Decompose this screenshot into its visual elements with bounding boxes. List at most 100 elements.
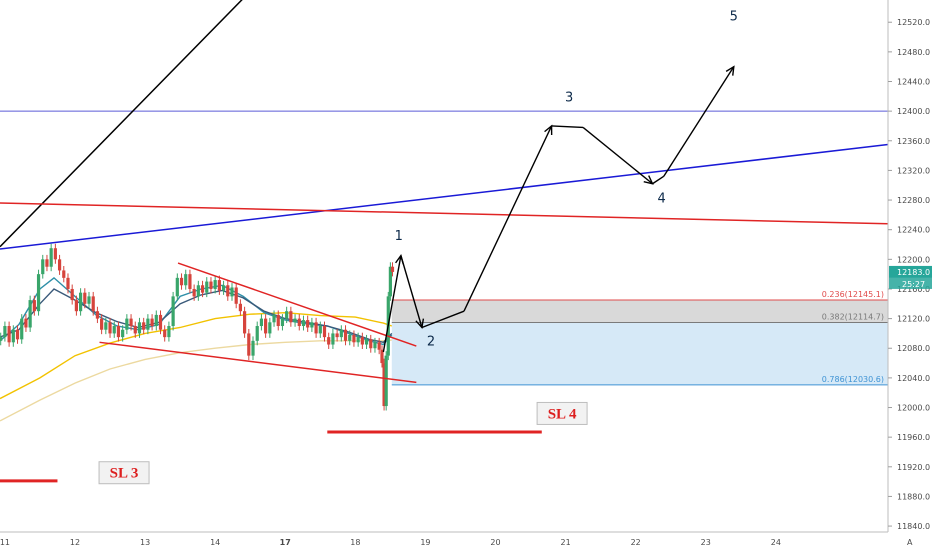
fib-label-0: 0.236(12145.1)	[822, 290, 884, 299]
candle-body	[36, 274, 41, 312]
candle-body	[100, 318, 104, 330]
sl3-box	[98, 461, 150, 485]
wave-arrow-line-4	[663, 66, 735, 177]
candle-body	[388, 266, 392, 297]
candle-body	[213, 280, 217, 289]
candle-body	[175, 277, 179, 297]
candle-body	[327, 337, 331, 345]
price-tick-label: 12000.0	[897, 404, 930, 413]
candle-body	[352, 334, 356, 343]
candle-body	[369, 339, 373, 349]
candle-body	[3, 326, 7, 338]
candle-body	[179, 277, 184, 286]
wave-connector-0	[421, 310, 465, 329]
wave-label-4: 4	[657, 191, 665, 206]
price-ticks: 11840.0 11880.0 11920.0 11960.0 12000.0 12040…	[888, 18, 930, 531]
candle-body	[331, 333, 335, 345]
price-tick-label: 12040.0	[897, 374, 930, 383]
fib-label-2: 0.786(12030.6)	[822, 375, 884, 384]
candle-body	[125, 318, 129, 330]
wave-arrow-line-2	[463, 125, 553, 312]
price-tick-label: 12080.0	[897, 344, 930, 353]
candle-body	[142, 322, 146, 330]
candle-body	[70, 288, 74, 301]
candle-body	[276, 314, 280, 327]
price-tick-label: 11880.0	[897, 492, 930, 501]
candle-body	[318, 326, 322, 334]
candle-body	[188, 274, 192, 289]
candle-body	[15, 329, 20, 340]
candle-body	[7, 326, 11, 343]
candle-body	[322, 326, 327, 338]
red-resistance-trendline	[0, 202, 889, 225]
sl4-label: SL 4	[548, 406, 577, 422]
price-tick-label: 12280.0	[897, 196, 930, 205]
candle-body	[62, 270, 66, 278]
candle-body	[384, 355, 388, 407]
wave-label-3: 3	[565, 91, 573, 106]
time-axis[interactable]: 11 12 13 14 17 18 19 20 21 22 23 24 A	[0, 531, 932, 550]
candle-body	[150, 318, 154, 327]
candle-body	[238, 303, 242, 312]
candle-body	[11, 329, 15, 343]
price-tick-label: 12200.0	[897, 255, 930, 264]
candle-body	[53, 248, 57, 260]
candle-body	[360, 337, 364, 345]
wedge-lower-trendline	[99, 341, 417, 384]
candle-body	[158, 314, 163, 330]
time-tick-label: 24	[771, 538, 781, 547]
candle-body	[171, 296, 175, 327]
wedge-upper-trendline	[177, 262, 417, 347]
candle-body	[301, 320, 306, 327]
candle-body	[192, 288, 196, 297]
time-tick-label: 21	[561, 538, 571, 547]
candle-body	[221, 285, 226, 291]
candle-body	[314, 322, 318, 334]
price-tick-label: 11840.0	[897, 522, 930, 531]
price-tick-label: 12160.0	[897, 285, 930, 294]
auto-scale-button[interactable]: A	[907, 538, 913, 547]
candle-body	[293, 318, 297, 323]
price-tick-label: 12320.0	[897, 166, 930, 175]
candle-body	[41, 259, 45, 275]
sl3-annotation: SL 3	[98, 461, 150, 485]
time-tick-label: 14	[210, 538, 220, 547]
candle-body	[226, 285, 230, 297]
candle-body	[217, 280, 221, 291]
candle-body	[112, 326, 116, 334]
candle-body	[104, 322, 108, 330]
time-tick-label: 22	[631, 538, 641, 547]
candle-body	[255, 326, 259, 341]
candle-body	[129, 318, 133, 327]
time-axis-background	[0, 532, 932, 550]
candle-body	[200, 285, 205, 293]
price-tick-label: 12520.0	[897, 18, 930, 27]
wave-arrow-line-3	[582, 126, 653, 185]
drawing-lines	[0, 0, 889, 483]
candle-body	[163, 329, 167, 338]
fib-labels: 0.236(12145.1) 0.382(12114.7) 0.786(12030.…	[822, 290, 884, 384]
candle-body	[310, 322, 314, 328]
countdown-label: 25:27	[902, 280, 925, 289]
candle-body	[49, 248, 53, 267]
candle-body	[230, 287, 234, 297]
candle-body	[0, 337, 3, 341]
candle-body	[57, 259, 62, 271]
candle-body	[297, 318, 301, 327]
sl4-annotation: SL 4	[536, 401, 588, 425]
wave-connector-2	[652, 175, 665, 185]
candle-body	[196, 285, 200, 297]
candle-body	[28, 300, 32, 328]
wave-connector-1	[551, 125, 584, 129]
price-tick-label: 12120.0	[897, 315, 930, 324]
candle-body	[335, 333, 339, 338]
ma-gold-line	[0, 311, 393, 400]
wave-arrow-line-0	[382, 255, 402, 353]
wave-projection: 1 2 3 4 5	[382, 10, 738, 353]
time-ticks: 11 12 13 14 17 18 19 20 21 22 23 24	[0, 538, 781, 547]
fib-label-1: 0.382(12114.7)	[822, 313, 884, 322]
price-axis[interactable]: 11840.0 11880.0 11920.0 11960.0 12000.0 12040…	[887, 0, 932, 532]
price-tick-label: 12440.0	[897, 78, 930, 87]
